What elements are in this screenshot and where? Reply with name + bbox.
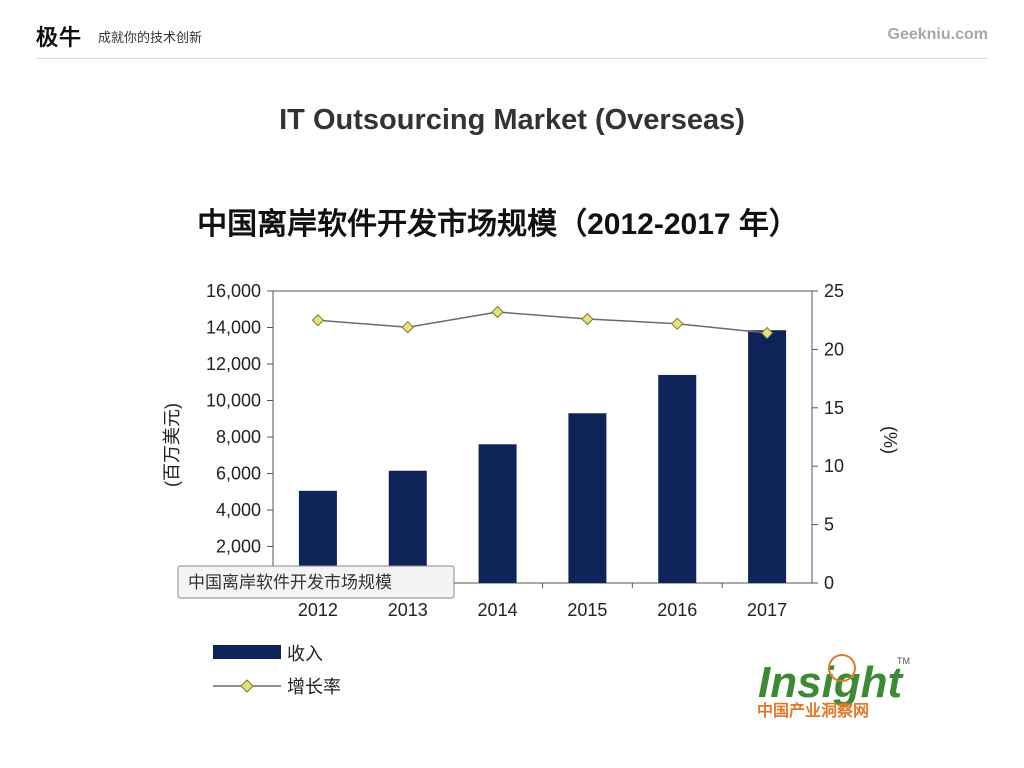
- site-link[interactable]: Geekniu.com: [887, 26, 988, 43]
- bar-2014: [478, 444, 517, 583]
- y2-tick-label: 25: [824, 281, 844, 301]
- slide-title: IT Outsourcing Market (Overseas): [279, 104, 745, 136]
- y-tick-label: 14,000: [206, 318, 261, 338]
- plot-frame: [272, 290, 813, 584]
- y-tick-label: 4,000: [216, 500, 261, 520]
- y2-tick-label: 20: [824, 339, 844, 359]
- logo-sub-text: 中国产业洞察网: [757, 701, 869, 720]
- y2-axis-label: (%): [880, 426, 900, 454]
- x-tick-label: 2013: [388, 600, 428, 620]
- growth-point-2015: [581, 312, 594, 326]
- legend-swatch-marker: [240, 679, 254, 693]
- legend-label-line: 增长率: [287, 677, 341, 697]
- y-tick-label: 12,000: [206, 354, 261, 374]
- y-tick-label: 6,000: [216, 464, 261, 484]
- x-tick-label: 2012: [298, 600, 338, 620]
- growth-point-2012: [311, 313, 325, 327]
- y2-tick-label: 10: [824, 456, 844, 476]
- y-tick-label: 16,000: [206, 281, 261, 301]
- brand-slogan: 成就你的技术创新: [98, 30, 203, 45]
- growth-point-2014: [491, 305, 504, 319]
- y-tick-label: 10,000: [206, 391, 261, 411]
- y2-tick-label: 5: [824, 515, 834, 535]
- target-icon: [828, 654, 856, 682]
- header: 极牛 成就你的技术创新 Geekniu.com: [36, 18, 988, 59]
- chart-title: 中国离岸软件开发市场规模（2012-2017 年）: [197, 207, 799, 241]
- bar-2013: [388, 470, 427, 583]
- y-tick-label: 8,000: [216, 427, 261, 447]
- logo-tm-text: TM: [897, 656, 910, 666]
- legend-swatch-bar: [213, 645, 281, 659]
- legend-label-bar: 收入: [287, 644, 323, 664]
- x-tick-label: 2016: [657, 600, 697, 620]
- x-tick-label: 2015: [567, 600, 607, 620]
- logo-main-text: Insight: [758, 658, 905, 707]
- brand-logo: 极牛: [36, 25, 83, 50]
- chart-tooltip: 中国离岸软件开发市场规模: [177, 565, 455, 599]
- bar-2017: [748, 330, 787, 583]
- y-tick-label: 2,000: [216, 537, 261, 557]
- insight-logo: Insight TM 中国产业洞察网: [757, 654, 910, 720]
- plot-area: 2,000 4,000 6,000 8,000 10,000 12,000 14,000 16…: [162, 281, 900, 620]
- y2-tick-label: 15: [824, 398, 844, 418]
- growth-point-2016: [671, 317, 684, 330]
- bar-2016: [658, 374, 697, 583]
- growth-line: [317, 311, 768, 334]
- growth-point-2013: [401, 321, 414, 334]
- x-tick-label: 2014: [478, 600, 518, 620]
- y-axis-label: (百万美元): [162, 403, 182, 487]
- x-tick-label: 2017: [747, 600, 787, 620]
- bar-2015: [568, 413, 607, 583]
- growth-point-2017: [760, 326, 774, 340]
- y2-tick-label: 0: [824, 573, 834, 593]
- tooltip-text: 中国离岸软件开发市场规模: [188, 573, 392, 592]
